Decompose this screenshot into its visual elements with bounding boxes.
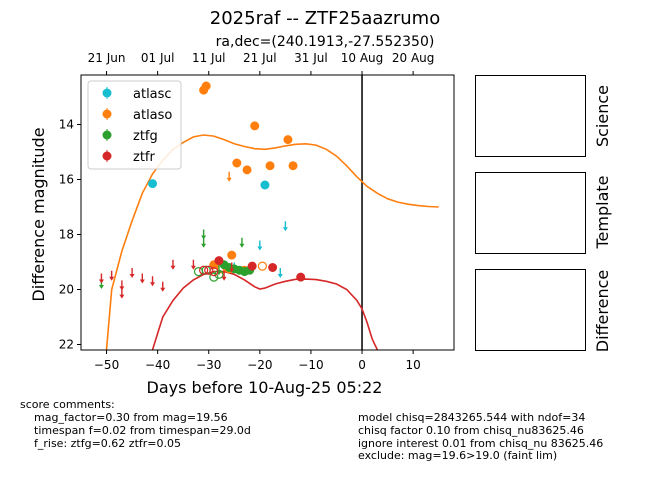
open-point-ztfg xyxy=(193,267,204,277)
y-tick-label: 18 xyxy=(59,228,74,242)
point-atlaso xyxy=(250,121,260,131)
x-tick-label: −30 xyxy=(196,358,221,372)
legend-marker xyxy=(102,151,112,161)
x-tick-label: 0 xyxy=(358,358,366,372)
legend-box xyxy=(87,80,182,170)
point-atlaso xyxy=(242,165,252,175)
science-label: Science xyxy=(593,84,612,148)
y-axis-label: Difference magnitude xyxy=(29,127,48,301)
model-comment-line: ignore interest 0.01 from chisq_nu 83625… xyxy=(358,437,604,450)
upper-limit-arrow-ztfr xyxy=(119,294,125,299)
open-point-ztfr xyxy=(204,265,214,275)
legend-marker xyxy=(102,109,112,119)
chart-subtitle: ra,dec=(240.1913,-27.552350) xyxy=(215,34,435,50)
top-tick-label: 21 Jul xyxy=(243,51,277,65)
upper-limit-arrow-ztfg xyxy=(201,243,207,248)
upper-limit-arrow-ztfr xyxy=(190,265,196,270)
upper-limit-arrow-ztfr xyxy=(129,274,135,278)
y-tick-label: 20 xyxy=(59,283,74,297)
upper-limit-arrow-atlasc xyxy=(282,227,288,232)
score-comment-line: f_rise: ztfg=0.62 ztfr=0.05 xyxy=(34,437,181,450)
legend-label: atlaso xyxy=(133,108,172,123)
point-atlaso xyxy=(265,161,275,171)
y-tick-label: 16 xyxy=(59,173,74,187)
upper-limit-arrow-ztfg xyxy=(201,235,207,240)
score-comments-heading: score comments: xyxy=(20,398,115,411)
legend-label: atlasc xyxy=(133,87,172,102)
legend-marker xyxy=(102,88,112,98)
template-label: Template xyxy=(593,175,612,249)
difference-label: Difference xyxy=(593,269,612,353)
upper-limit-arrow-atlasc xyxy=(277,274,283,278)
upper-limit-arrow-ztfr xyxy=(98,279,104,284)
open-point-ztfr xyxy=(209,267,219,277)
upper-limit-arrow-ztfr xyxy=(170,265,176,270)
point-ztfr xyxy=(247,261,257,271)
plot-frame xyxy=(80,74,455,351)
x-tick-label: −50 xyxy=(94,358,119,372)
x-tick-label: 10 xyxy=(405,358,420,372)
upper-limit-arrow-ztfr xyxy=(229,268,235,273)
model-comment-line: model chisq=2843265.544 with ndof=34 xyxy=(358,411,586,424)
open-point-ztfr xyxy=(199,265,209,275)
point-atlaso xyxy=(232,158,242,168)
open-point-ztfg xyxy=(209,272,219,282)
upper-limit-arrow-ztfg xyxy=(239,243,245,248)
upper-limit-arrow-ztfr xyxy=(109,276,115,281)
x-tick-label: −20 xyxy=(247,358,272,372)
chart-title: 2025raf -- ZTF25aazrumo xyxy=(209,8,441,29)
point-ztfr xyxy=(296,272,306,282)
open-point-atlaso xyxy=(257,261,267,271)
legend-label: ztfg xyxy=(133,129,158,144)
score-comment-line: mag_factor=0.30 from mag=19.56 xyxy=(34,411,228,424)
upper-limit-arrow-ztfg xyxy=(98,285,104,289)
score-comment-line: timespan f=0.02 from timespan=29.0d xyxy=(34,424,251,437)
model-comment-line: chisq factor 0.10 from chisq_nu83625.46 xyxy=(358,424,584,437)
difference-panel xyxy=(475,269,586,351)
legend-marker xyxy=(102,130,112,140)
point-ztfr xyxy=(214,256,224,266)
model-curve-ztfr xyxy=(151,270,379,350)
upper-limit-arrow-atlasc xyxy=(257,246,263,251)
point-ztfr xyxy=(268,263,278,272)
upper-limit-arrow-atlaso xyxy=(226,177,232,182)
x-tick-label: −10 xyxy=(298,358,323,372)
template-panel xyxy=(475,172,586,254)
legend-label: ztfr xyxy=(133,150,155,165)
upper-limit-arrow-ztfr xyxy=(119,286,125,291)
point-atlaso xyxy=(288,161,298,171)
top-tick-label: 01 Jul xyxy=(141,51,175,65)
upper-limit-arrow-ztfr xyxy=(139,279,145,284)
point-atlaso xyxy=(199,85,209,95)
top-tick-label: 31 Jul xyxy=(294,51,328,65)
y-tick-label: 22 xyxy=(59,338,74,352)
upper-limit-arrow-ztfr xyxy=(221,276,227,281)
x-tick-label: −40 xyxy=(145,358,170,372)
science-panel xyxy=(475,75,586,157)
model-comment-line: exclude: mag=19.6>19.0 (faint lim) xyxy=(358,449,558,462)
data-points xyxy=(98,81,306,299)
y-tick-label: 14 xyxy=(59,118,74,132)
upper-limit-arrow-ztfr xyxy=(160,287,166,292)
point-atlaso xyxy=(283,135,293,145)
x-axis-label: Days before 10-Aug-25 05:22 xyxy=(147,378,383,397)
upper-limit-arrow-ztfr xyxy=(150,282,156,287)
point-atlasc xyxy=(260,180,270,190)
top-tick-label: 20 Aug xyxy=(392,51,435,65)
point-atlaso xyxy=(227,250,237,260)
top-tick-label: 21 Jun xyxy=(88,51,126,65)
legend: atlasc atlaso ztfg ztfr xyxy=(87,80,182,170)
top-tick-label: 10 Aug xyxy=(341,51,384,65)
top-tick-label: 11 Jul xyxy=(192,51,226,65)
point-atlasc xyxy=(148,179,158,189)
axes: −50 −40 −30 −20 −10 0 10 14 16 18 20 22 21 Jun 01 Jul… xyxy=(29,51,434,397)
